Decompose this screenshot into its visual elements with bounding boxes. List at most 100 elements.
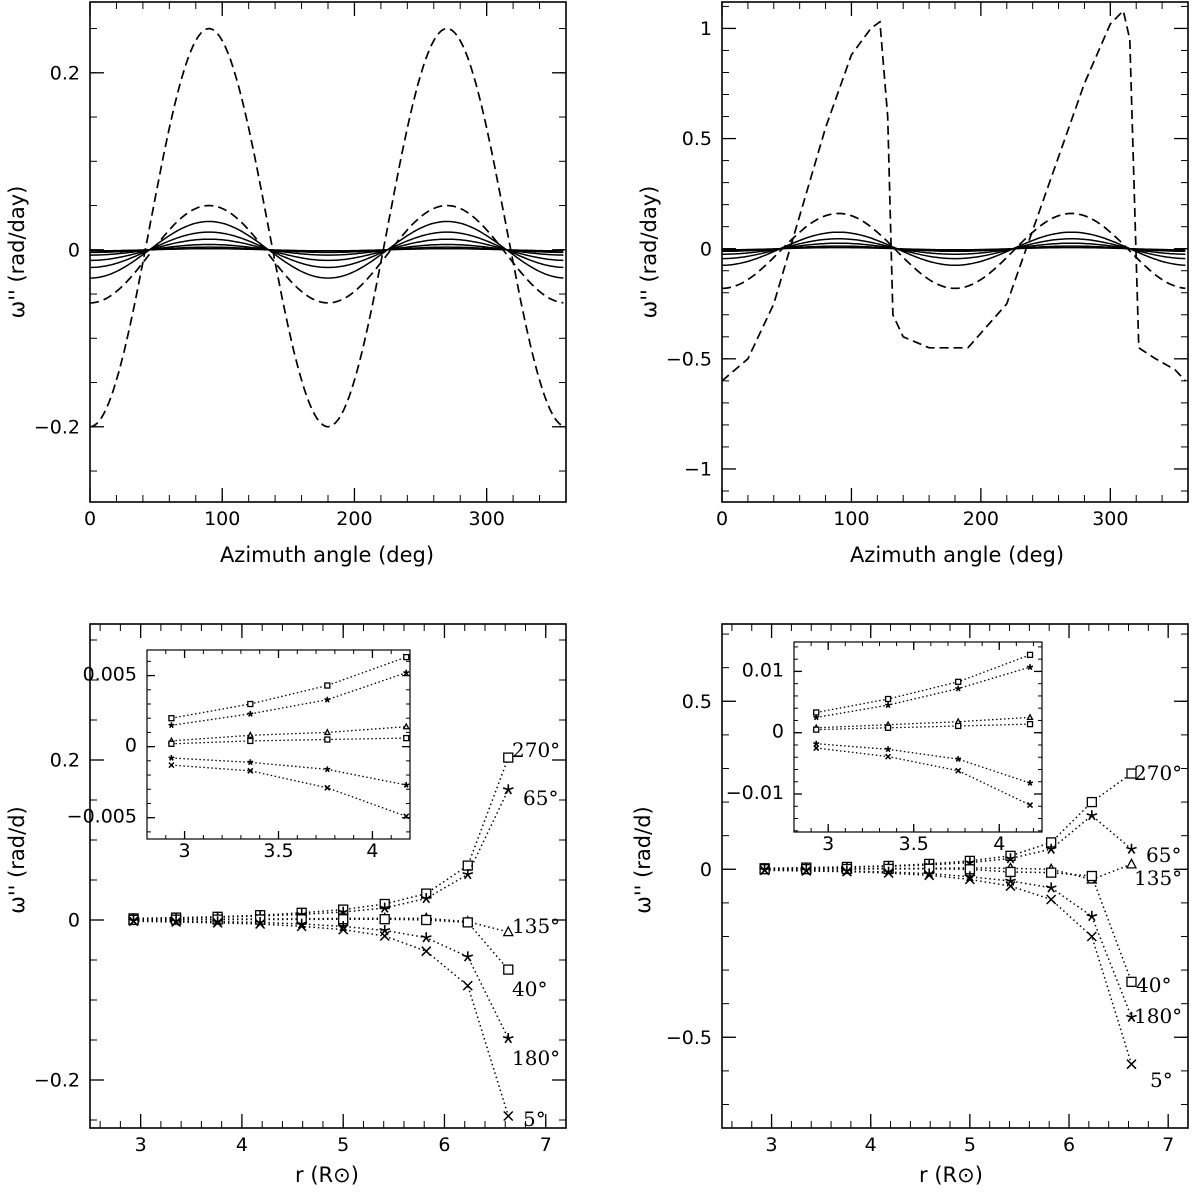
inset-data-point [955,678,962,685]
inset-bg [794,642,1042,832]
ylabel-top-left: ω'' (rad/day) [5,186,29,319]
data-point [502,1032,514,1044]
inset-data-point [1026,802,1034,809]
data-point [1125,857,1138,869]
inset-data-point [813,745,820,752]
inset-data-point [246,731,254,738]
y-tick-label: 0 [68,910,80,932]
series-line-dashed-large [89,27,564,428]
series-line-4 [764,869,1133,1018]
series-line-2 [764,863,1132,881]
data-point [1046,867,1057,878]
data-point [1005,875,1016,886]
inset-data-point [1026,720,1034,728]
inset-data-point [955,767,962,774]
series-label: 135° [512,914,560,938]
data-point [462,951,474,962]
series-line-solid-6 [90,247,564,252]
inset-series-line [171,737,407,745]
x-tick-label: 3 [135,1134,147,1156]
y-tick-label: 0.01 [742,659,784,681]
data-point [212,917,223,928]
y-tick-label: −0.2 [34,416,80,438]
series-line-0 [764,772,1132,870]
data-point [1086,810,1098,821]
series-line-solid-3 [90,238,564,262]
inset-data-point [1026,651,1034,659]
series-line-5 [133,920,510,1117]
y-tick-label: −0.01 [726,782,784,804]
data-point [296,921,307,932]
data-point [379,902,391,913]
data-point [462,868,474,880]
panel-bottom-right: 3 4 5 6 7 −0.5 0 0.5 270° 65°135° 40° 180° 5° 3 3.5 4 −0… [631,623,1189,1187]
data-point [420,932,432,943]
data-point [1005,881,1016,892]
x-tick-label: 5 [964,1134,976,1156]
x-tick-label: 3.5 [899,833,929,855]
inset-data-point [247,710,254,717]
x-tick-label: 3.5 [263,840,293,862]
x-tick-label: 100 [833,508,869,530]
series-label: 40° [512,977,547,1001]
inset-data-point [324,766,331,773]
plot-frame [721,623,1189,1129]
inset-data-point [247,767,254,774]
panel-top-right: 0 100 200 300 −1 −0.5 0 0.5 1 Azimuth angle (deg… [637,1,1189,567]
data-point [462,917,473,928]
inset-data-point [324,682,331,689]
series-line-solid-3 [722,242,1186,255]
x-tick-label: 4 [865,1134,877,1156]
data-point [1086,910,1098,922]
series-line-1 [764,814,1132,870]
panel-bottom-left: 3 4 5 6 7 −0.2 0 0.2 270° 65° 135° 40° 180° 5° 3 3.5 4 −0… [5,623,567,1187]
inset-bg [147,650,410,839]
data-point [1126,843,1137,854]
plot-frame [793,641,1043,833]
inset-data-point [403,734,410,742]
inset-series-line [816,666,1031,719]
y-tick-label: −0.005 [67,806,137,828]
y-tick-label: −0.5 [666,1027,712,1049]
series-label: 180° [512,1046,560,1070]
ylabel-bottom-right: ω'' (rad/d) [631,806,655,913]
series-label: 5° [1150,1068,1173,1092]
y-tick-label: −0.2 [34,1070,80,1092]
inset-data-point [813,714,820,721]
inset-data-point [247,700,254,708]
x-tick-label: 7 [1162,1134,1174,1156]
y-tick-label: 0.5 [682,691,712,713]
series-line-3 [133,918,509,971]
data-point [421,914,432,926]
data-point [1046,894,1057,905]
data-point [379,924,391,936]
data-point [1045,882,1057,893]
series-line-solid-1 [722,231,1186,266]
data-point [801,865,812,876]
inset-data-point [1026,779,1034,786]
y-tick-label: −1 [684,459,712,481]
inset-series-line [171,656,407,719]
data-point [1126,976,1137,987]
data-point [502,925,514,937]
x-tick-label: 0 [716,508,728,530]
y-tick-label: 0 [68,239,80,261]
inset: 3 3.5 4 −0.005 0 0.005 [67,649,411,862]
data-point [171,916,182,928]
y-tick-label: 0 [125,735,137,757]
inset: 3 3.5 4 −0.01 0 0.01 [726,641,1043,855]
data-point [759,865,770,876]
inset-data-point [168,715,175,722]
inset-data-point [813,740,820,747]
data-point [964,874,975,885]
series-line-solid-2 [722,238,1186,260]
series-label: 40° [1136,973,1171,997]
data-point [1086,796,1097,808]
data-point [502,784,514,795]
inset-data-point [884,724,892,731]
series-line-dashed-large-shock- [721,9,1187,382]
x-tick-label: 3 [766,1134,778,1156]
data-point [1045,843,1057,854]
inset-series-line [816,654,1031,714]
xlabel-top-left: Azimuth angle (deg) [220,543,434,567]
